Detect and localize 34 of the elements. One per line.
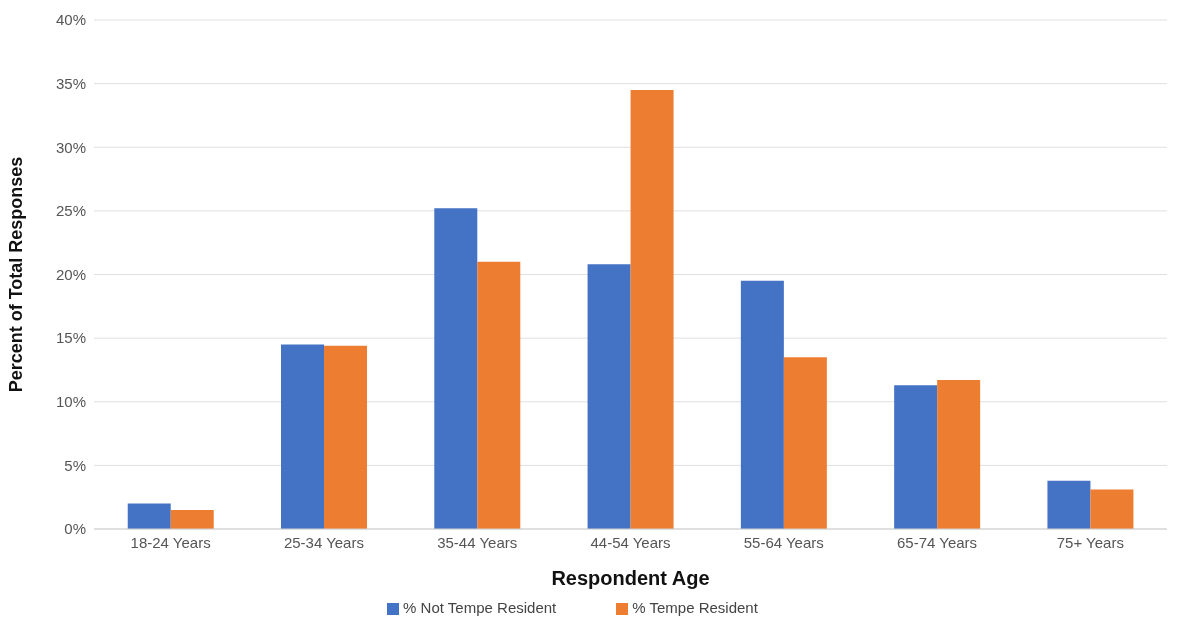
bar bbox=[170, 509, 214, 529]
bar bbox=[434, 208, 478, 529]
y-axis-title: Percent of Total Responses bbox=[6, 156, 27, 393]
bar bbox=[740, 280, 784, 529]
bar bbox=[324, 345, 368, 529]
bar bbox=[1090, 489, 1134, 529]
y-tick-label: 40% bbox=[55, 11, 86, 29]
x-tick-label: 75+ Years bbox=[1056, 533, 1124, 551]
bar bbox=[587, 264, 631, 529]
legend-label: % Not Tempe Resident bbox=[403, 599, 557, 616]
bar bbox=[894, 385, 938, 529]
bar bbox=[127, 503, 171, 529]
bar bbox=[937, 380, 981, 529]
x-tick-label: 18-24 Years bbox=[130, 533, 211, 551]
x-tick-label: 35-44 Years bbox=[437, 533, 518, 551]
y-tick-label: 25% bbox=[55, 202, 86, 220]
x-tick-label: 65-74 Years bbox=[897, 533, 978, 551]
y-tick-label: 5% bbox=[64, 456, 86, 474]
x-tick-label: 44-54 Years bbox=[590, 533, 671, 551]
legend-label: % Tempe Resident bbox=[632, 599, 758, 616]
x-tick-label: 25-34 Years bbox=[283, 533, 364, 551]
bar bbox=[783, 357, 827, 529]
y-tick-label: 35% bbox=[55, 74, 86, 92]
y-tick-label: 15% bbox=[55, 329, 86, 347]
y-tick-label: 10% bbox=[55, 393, 86, 411]
bar bbox=[477, 261, 521, 529]
x-tick-label: 55-64 Years bbox=[743, 533, 824, 551]
y-tick-label: 20% bbox=[55, 265, 86, 283]
bar bbox=[1047, 480, 1091, 529]
bar bbox=[281, 344, 325, 529]
y-tick-label: 30% bbox=[55, 138, 86, 156]
x-axis-title: Respondent Age bbox=[551, 567, 710, 589]
y-tick-label: 0% bbox=[64, 520, 86, 538]
bar bbox=[630, 89, 674, 529]
